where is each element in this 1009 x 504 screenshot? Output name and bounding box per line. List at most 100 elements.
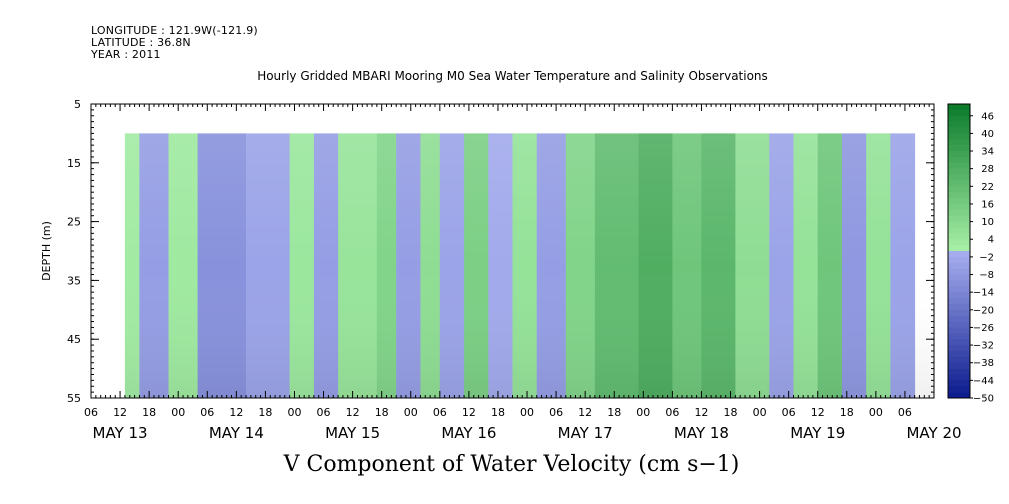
x-hour-label-13: 12 [462,406,476,419]
colorbar-band-49 [948,392,970,399]
x-hour-label-20: 06 [665,406,679,419]
colorbar-band-17 [948,203,970,211]
colorbar-band-0 [948,104,970,111]
colorbar-band-3 [948,121,970,128]
colorbar-label-4: 22 [981,182,994,193]
x-date-label-3: MAY 16 [441,424,496,442]
y-tick-label-4: 45 [67,333,81,346]
x-hour-label-5: 12 [229,406,243,419]
colorbar-band-29 [948,274,970,281]
x-date-label-7: MAY 20 [906,424,961,442]
y-axis-label: DEPTH (m) [40,221,53,281]
x-hour-label-28: 06 [898,406,912,419]
x-date-label-0: MAY 13 [93,424,148,442]
colorbar-label-14: −38 [973,358,994,369]
heatmap-depth-shading [124,133,934,398]
colorbar-band-20 [948,221,970,228]
colorbar-label-0: 46 [981,111,994,122]
colorbar-band-39 [948,333,970,340]
x-date-label-1: MAY 14 [209,424,264,442]
x-axis-title: V Component of Water Velocity (cm s−1) [0,452,1009,477]
x-date-label-6: MAY 19 [790,424,845,442]
x-hour-label-4: 06 [200,406,214,419]
colorbar-label-11: −20 [973,305,994,316]
x-date-label-5: MAY 18 [674,424,729,442]
colorbar-band-6 [948,139,970,146]
colorbar-band-2 [948,115,970,122]
colorbar-band-40 [948,339,970,346]
colorbar-band-36 [948,315,970,322]
colorbar-band-18 [948,209,970,217]
x-hour-label-24: 06 [782,406,796,419]
colorbar-band-44 [948,362,970,369]
colorbar-band-9 [948,156,970,164]
colorbar: 46 40 34 28 22 16 10 4 −2 −8 −14 −20 −26 −32 −38 −44 −50 [947,103,994,405]
colorbar-label-2: 34 [981,147,994,158]
x-axis-title-text: V Component of Water Velocity (cm s−1) [283,452,740,477]
colorbar-band-12 [948,174,970,181]
chart-title-text: Hourly Gridded MBARI Mooring M0 Sea Wate… [257,69,768,83]
colorbar-band-4 [948,127,970,134]
colorbar-band-37 [948,321,970,328]
colorbar-band-24 [948,245,970,252]
year-label: YEAR : 2011 [91,48,161,61]
x-hour-label-22: 18 [724,406,738,419]
colorbar-band-43 [948,356,970,364]
colorbar-label-3: 28 [981,164,994,175]
x-hour-label-26: 18 [840,406,854,419]
x-hour-label-9: 12 [346,406,360,419]
x-hour-label-11: 00 [404,406,418,419]
x-hour-label-12: 06 [433,406,447,419]
colorbar-band-30 [948,280,970,287]
x-hour-label-25: 12 [811,406,825,419]
colorbar-band-10 [948,162,970,169]
x-hour-label-1: 12 [113,406,127,419]
colorbar-frame [947,103,971,399]
y-tick-label-5: 55 [67,392,81,405]
colorbar-band-38 [948,327,970,334]
colorbar-band-35 [948,309,970,316]
y-tick-label-2: 25 [67,216,81,229]
x-hour-label-6: 18 [258,406,272,419]
colorbar-band-41 [948,345,970,352]
x-hour-label-0: 06 [84,406,98,419]
colorbar-band-28 [948,268,970,275]
colorbar-band-42 [948,350,970,358]
colorbar-band-11 [948,168,970,175]
colorbar-band-27 [948,262,970,269]
x-date-label-2: MAY 15 [325,424,380,442]
x-hour-label-14: 18 [491,406,505,419]
colorbar-band-1 [948,109,970,117]
colorbar-label-8: −2 [979,252,994,263]
y-tick-label-3: 35 [67,274,81,287]
colorbar-band-48 [948,386,970,393]
x-hour-label-16: 06 [549,406,563,419]
colorbar-label-7: 4 [988,235,994,246]
x-hour-label-8: 06 [317,406,331,419]
x-hour-label-7: 00 [287,406,301,419]
colorbar-label-5: 16 [981,199,994,210]
colorbar-band-45 [948,368,970,375]
colorbar-band-33 [948,298,970,305]
colorbar-band-47 [948,380,970,387]
colorbar-band-23 [948,239,970,246]
x-hour-label-21: 12 [694,406,708,419]
colorbar-band-34 [948,303,970,311]
colorbar-band-21 [948,227,970,234]
colorbar-label-10: −14 [973,288,994,299]
colorbar-band-5 [948,133,970,140]
x-hour-label-19: 00 [636,406,650,419]
colorbar-band-13 [948,180,970,187]
x-hour-label-17: 12 [578,406,592,419]
x-hour-label-10: 18 [375,406,389,419]
x-hour-label-15: 00 [520,406,534,419]
colorbar-band-25 [948,251,970,258]
colorbar-band-31 [948,286,970,293]
x-date-label-4: MAY 17 [558,424,613,442]
colorbar-band-7 [948,145,970,152]
y-tick-label-1: 15 [67,157,81,170]
colorbar-label-1: 40 [981,129,994,140]
x-hour-label-2: 18 [142,406,156,419]
x-axis: 06 12 18 00 06 12 18 00 06 12 18 00 06 12 18 00 06 12 18 00… [84,104,962,442]
colorbar-label-13: −32 [973,341,994,352]
